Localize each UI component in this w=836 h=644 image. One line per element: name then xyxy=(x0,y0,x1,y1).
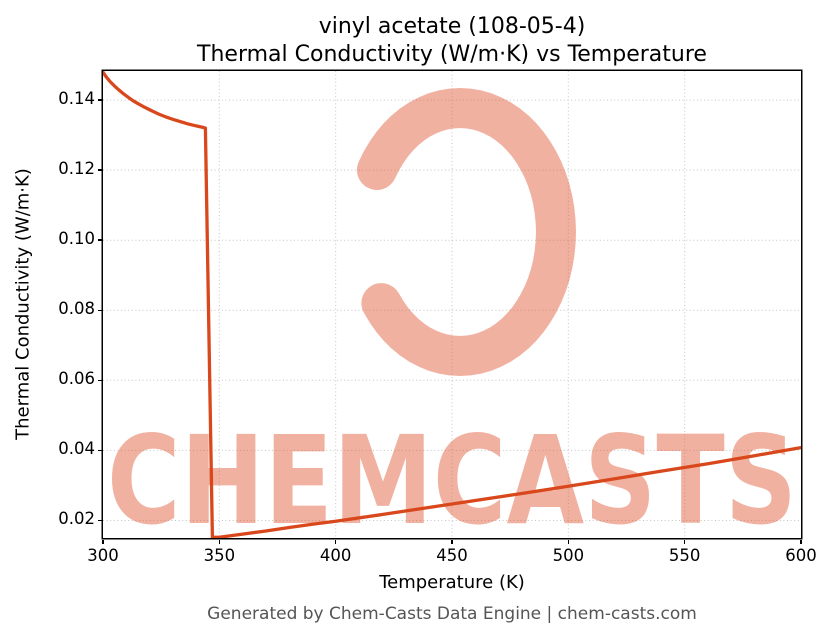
x-tick-label: 350 xyxy=(203,546,236,565)
x-tick-mark xyxy=(102,539,104,544)
plot-area: CHEMCASTS xyxy=(103,71,801,538)
x-tick-mark xyxy=(567,539,570,544)
y-tick-label: 0.06 xyxy=(58,369,95,389)
y-tick-label: 0.12 xyxy=(58,159,95,179)
y-tick-mark xyxy=(97,379,102,382)
plot-canvas: CHEMCASTS xyxy=(103,71,801,538)
x-axis-label: Temperature (K) xyxy=(379,572,525,593)
x-tick-label: 550 xyxy=(668,546,701,565)
y-tick-mark xyxy=(97,99,102,101)
footer-credit: Generated by Chem-Casts Data Engine | ch… xyxy=(207,604,697,624)
x-tick-mark xyxy=(334,539,337,544)
y-tick-mark xyxy=(97,169,102,171)
chart-title-line2: Thermal Conductivity (W/m·K) vs Temperat… xyxy=(197,42,707,67)
x-tick-label: 600 xyxy=(785,546,817,565)
y-axis-label: Thermal Conductivity (W/m·K) xyxy=(12,168,34,440)
y-tick-label: 0.14 xyxy=(58,89,95,109)
chart-title-line1: vinyl acetate (108-05-4) xyxy=(318,14,586,39)
y-tick-mark xyxy=(97,239,102,241)
x-tick-label: 450 xyxy=(436,546,468,565)
y-tick-mark xyxy=(97,309,102,312)
x-tick-mark xyxy=(451,539,453,544)
y-tick-mark xyxy=(97,519,102,522)
x-tick-label: 400 xyxy=(319,546,352,565)
y-tick-label: 0.08 xyxy=(58,299,95,319)
y-tick-mark xyxy=(97,449,102,452)
y-tick-label: 0.04 xyxy=(58,439,95,459)
x-tick-mark xyxy=(683,539,686,544)
x-tick-mark xyxy=(218,539,221,544)
x-tick-label: 500 xyxy=(552,546,585,565)
x-tick-mark xyxy=(800,539,802,544)
y-tick-label: 0.02 xyxy=(58,509,95,529)
x-tick-label: 300 xyxy=(87,546,119,565)
watermark-text: CHEMCASTS xyxy=(107,410,797,538)
y-tick-label: 0.10 xyxy=(58,229,95,249)
data-series-line xyxy=(103,71,801,538)
watermark-logo-c xyxy=(356,87,577,377)
